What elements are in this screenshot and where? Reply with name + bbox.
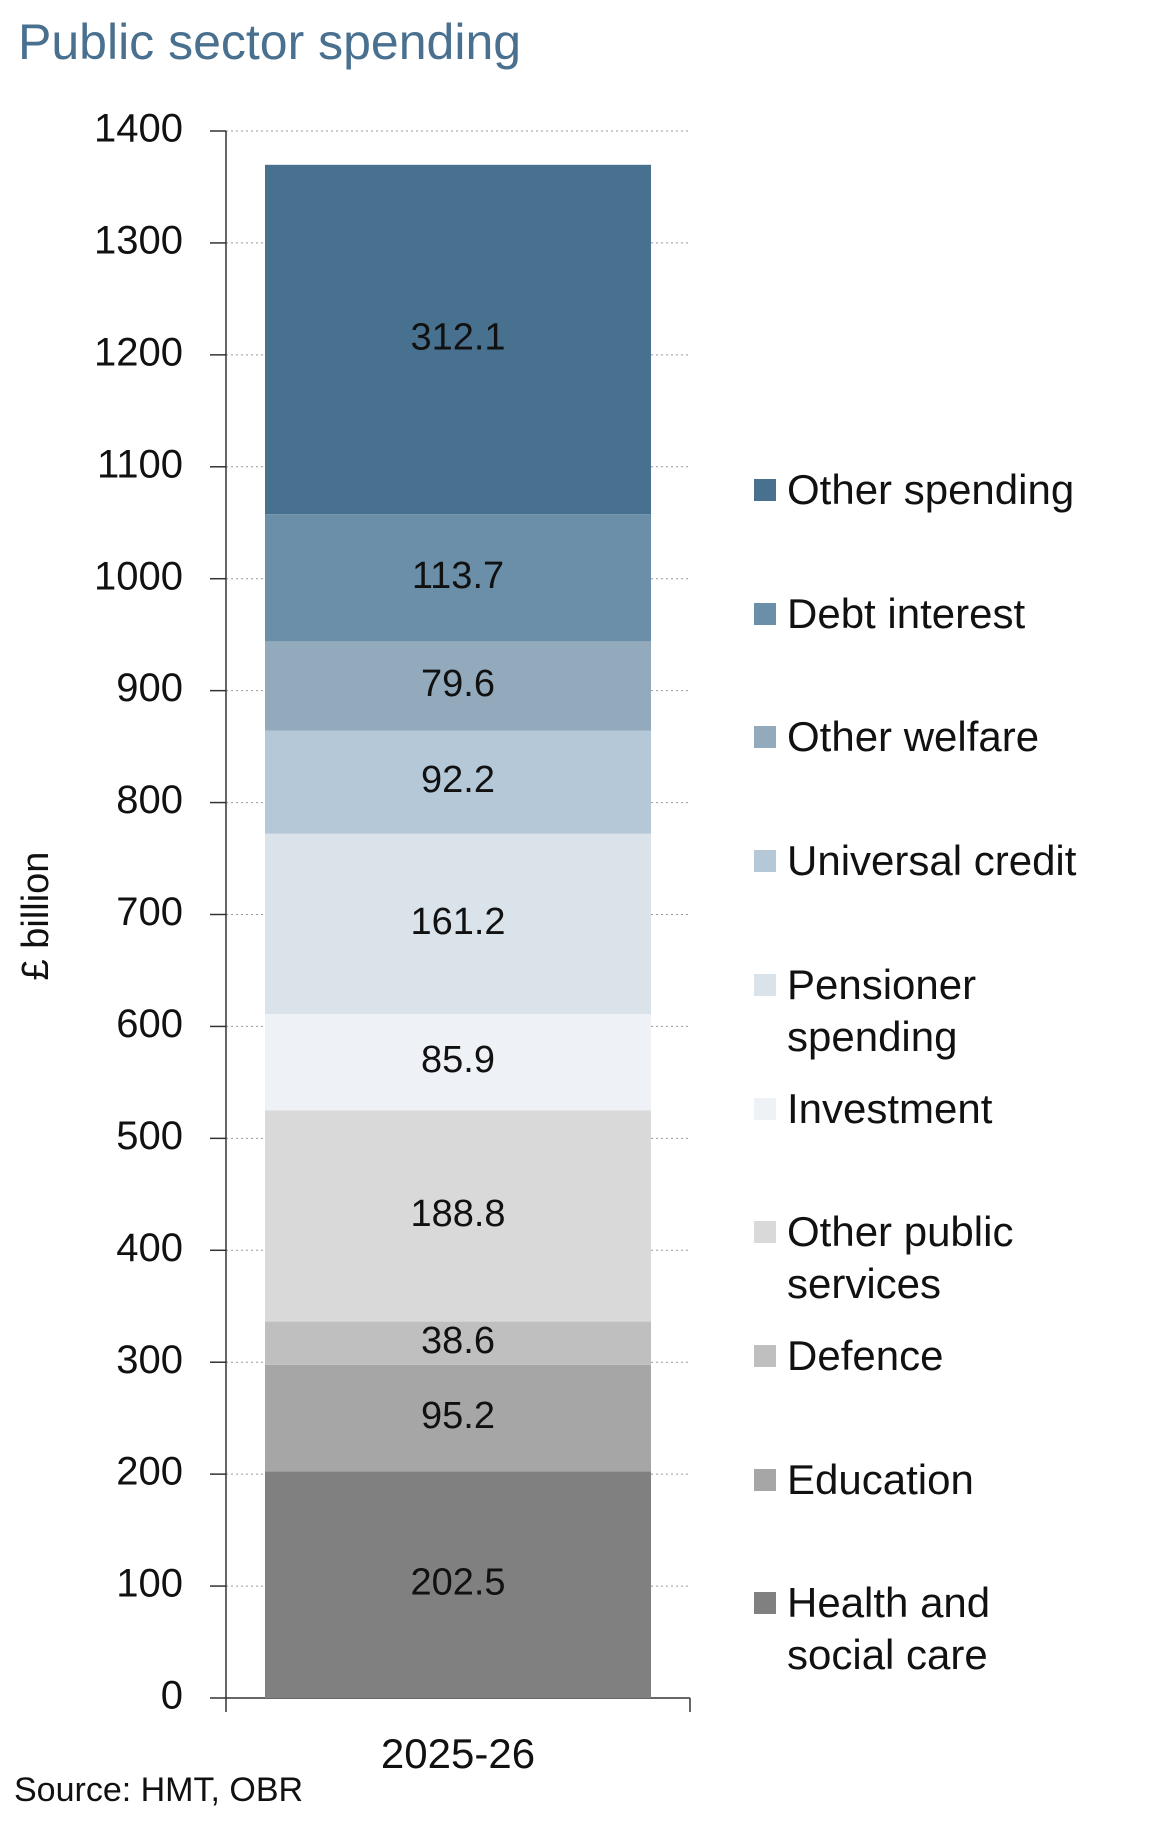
bar-segment [265, 1321, 651, 1365]
value-label: 312.1 [410, 316, 505, 358]
legend-swatch [754, 602, 776, 625]
legend-label: Other welfare [787, 713, 1040, 761]
y-tick-label: 1000 [94, 554, 183, 598]
x-tick-label: 2025-26 [381, 1730, 535, 1777]
bar-segment [265, 1014, 651, 1111]
bar-segment [265, 514, 651, 642]
y-tick-label: 700 [116, 890, 183, 934]
y-tick-label: 500 [116, 1114, 183, 1158]
legend-swatch [754, 1344, 776, 1367]
value-label: 202.5 [410, 1562, 505, 1604]
y-tick-label: 600 [116, 1002, 183, 1046]
source: Source: HMT, OBR [14, 1771, 303, 1809]
legend-swatch [754, 850, 776, 873]
legend-swatch [754, 1468, 776, 1491]
y-tick-label: 100 [116, 1562, 183, 1606]
legend-label: Debt interest [787, 589, 1026, 637]
legend-label: Pensioner spending [787, 960, 977, 1060]
legend-label: Defence [787, 1331, 944, 1379]
value-label: 38.6 [421, 1320, 495, 1362]
legend-swatch [754, 973, 776, 996]
legend-label: Education [787, 1455, 974, 1503]
bar-segment [265, 1110, 651, 1322]
value-label: 188.8 [410, 1193, 505, 1235]
y-tick-label: 900 [116, 666, 183, 710]
value-label: 92.2 [421, 759, 495, 801]
legend-swatch [754, 726, 776, 749]
bar-segment [265, 833, 651, 1015]
value-label: 161.2 [410, 901, 505, 943]
legend-label: Investment [787, 1084, 993, 1132]
value-label: 95.2 [421, 1395, 495, 1437]
value-label: 85.9 [421, 1039, 495, 1081]
y-tick-label: 1400 [94, 107, 183, 151]
y-tick-label: 1200 [94, 330, 183, 374]
y-tick-label: 200 [116, 1450, 183, 1494]
bar-segment [265, 730, 651, 834]
y-tick-label: 1100 [97, 442, 183, 486]
y-tick-label: 400 [116, 1226, 183, 1270]
y-axis-label: £ billion [15, 852, 57, 981]
legend-swatch [754, 479, 776, 501]
bar-segment [265, 164, 651, 515]
y-tick-label: 300 [116, 1338, 183, 1382]
legend-swatch [754, 1592, 776, 1615]
value-label: 113.7 [412, 555, 504, 597]
legend-label: Other spending [787, 466, 1075, 513]
legend-swatch [754, 1097, 776, 1120]
legend-swatch [754, 1221, 776, 1244]
legend-label: Universal credit [787, 837, 1077, 885]
y-tick-label: 1300 [94, 218, 183, 262]
bar-segment [265, 1471, 651, 1698]
legend-label: Health and social care [787, 1579, 991, 1679]
value-label: 79.6 [421, 663, 495, 705]
bar-segment [265, 1364, 651, 1472]
bar-segment [265, 641, 651, 731]
y-tick-label: 800 [116, 778, 183, 822]
chart-title: Public sector spending [18, 14, 521, 70]
legend-label: Other public services [787, 1208, 1014, 1308]
y-tick-label: 0 [161, 1674, 183, 1718]
